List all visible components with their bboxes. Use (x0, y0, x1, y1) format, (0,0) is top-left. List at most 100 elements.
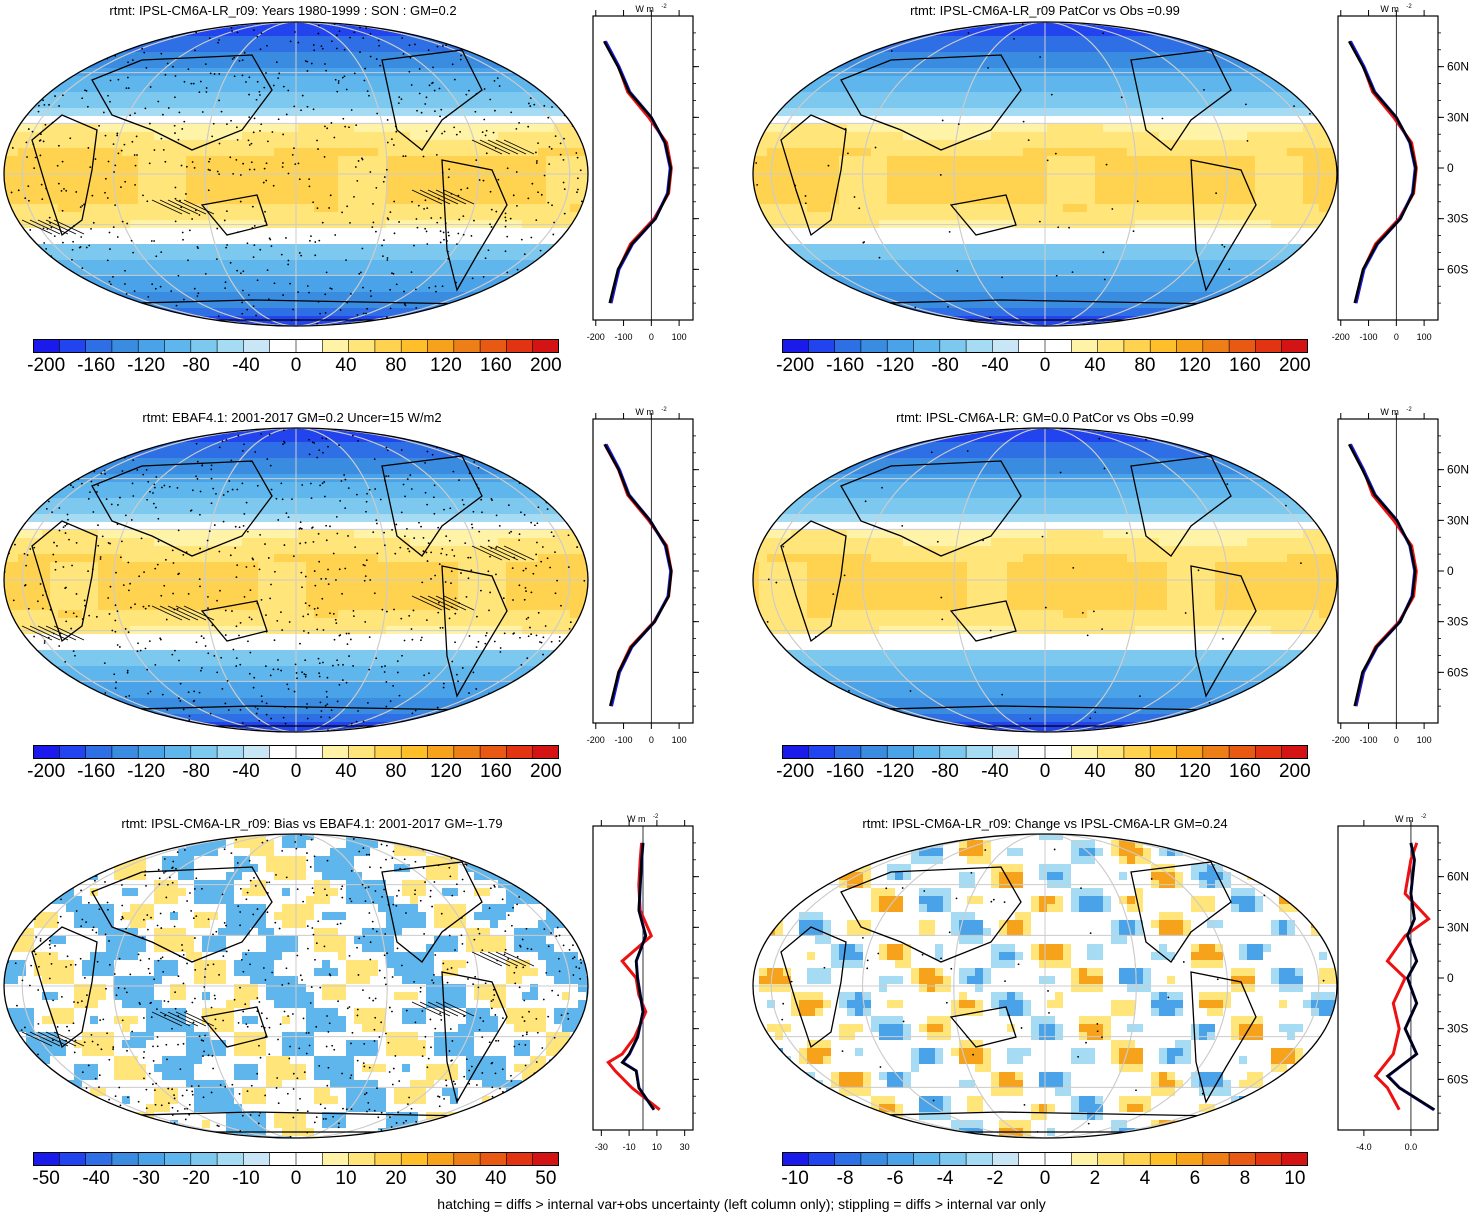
map-cell (863, 60, 872, 69)
stipple-dot (434, 285, 437, 288)
map-cell (1023, 36, 1032, 45)
map-cell (162, 196, 171, 205)
map-cell (50, 228, 59, 237)
map-cell (426, 60, 435, 69)
map-cell (378, 76, 387, 85)
map-cell (242, 22, 251, 29)
map-cell (450, 28, 459, 37)
stipple-dot (350, 292, 352, 295)
map-cell (146, 188, 155, 197)
map-cell (538, 164, 547, 173)
map-cell (1023, 116, 1032, 125)
map-cell (346, 100, 355, 109)
map-cell (34, 124, 43, 133)
map-cell (783, 22, 792, 29)
map-cell (330, 284, 339, 293)
map-cell (530, 284, 539, 293)
map-cell (90, 244, 99, 253)
map-cell (895, 116, 904, 125)
map-cell (154, 276, 163, 285)
map-cell (66, 22, 75, 29)
map-cell (1271, 36, 1280, 45)
map-cell (458, 316, 467, 325)
map-cell (58, 68, 67, 77)
map-cell (298, 116, 307, 125)
map-cell (170, 268, 179, 277)
map-cell (98, 260, 107, 269)
map-cell (895, 100, 904, 109)
map-cell (346, 228, 355, 237)
map-cell (855, 60, 864, 69)
map-cell (322, 228, 331, 237)
map-cell (18, 52, 27, 61)
map-cell (450, 132, 459, 141)
map-cell (514, 316, 523, 325)
map-cell (514, 172, 523, 181)
map-cell (839, 84, 848, 93)
map-cell (106, 252, 115, 261)
map-cell (162, 92, 171, 101)
map-cell (967, 124, 976, 133)
map-cell (306, 164, 315, 173)
map-cell (330, 292, 339, 301)
map-cell (490, 268, 499, 277)
map-cell (887, 92, 896, 101)
map-cell (170, 76, 179, 85)
map-cell (186, 172, 195, 181)
map-cell (130, 324, 139, 326)
map-cell (1023, 44, 1032, 53)
stipple-dot (356, 179, 359, 182)
stipple-dot (339, 309, 342, 311)
map-cell (194, 44, 203, 53)
map-cell (18, 76, 27, 85)
map-cell (759, 36, 768, 45)
map-cell (1247, 132, 1256, 141)
map-cell (442, 22, 451, 29)
map-cell (362, 52, 371, 61)
map-cell (1167, 76, 1176, 85)
map-cell (1135, 132, 1144, 141)
map-cell (186, 268, 195, 277)
map-cell (346, 260, 355, 269)
stipple-dot (121, 220, 124, 223)
map-cell (170, 116, 179, 125)
stipple-dot (336, 90, 339, 93)
stipple-dot (483, 118, 486, 121)
map-cell (306, 284, 315, 293)
map-cell (983, 100, 992, 109)
map-cell (178, 244, 187, 253)
map-cell (759, 108, 768, 117)
map-cell (935, 116, 944, 125)
map-cell (74, 156, 83, 165)
map-cell (823, 22, 832, 29)
map-cell (522, 100, 531, 109)
map-cell (346, 140, 355, 149)
map-cell (338, 148, 347, 157)
map-cell (895, 28, 904, 37)
map-cell (42, 228, 51, 237)
map-cell (402, 260, 411, 269)
map-cell (394, 84, 403, 93)
stipple-dot (530, 312, 533, 315)
map-cell (202, 204, 211, 213)
map-cell (775, 68, 784, 77)
map-cell (4, 172, 11, 181)
map-cell (202, 132, 211, 141)
map-cell (298, 180, 307, 189)
map-cell (282, 220, 291, 229)
map-cell (1223, 92, 1232, 101)
map-cell (1231, 44, 1240, 53)
map-cell (450, 268, 459, 277)
stipple-dot (174, 197, 177, 200)
map-cell (322, 284, 331, 293)
map-cell (354, 68, 363, 77)
map-cell (855, 36, 864, 45)
map-cell (402, 76, 411, 85)
stipple-dot (185, 165, 188, 168)
map-cell (959, 124, 968, 133)
stipple-dot (41, 86, 44, 89)
map-cell (1159, 100, 1168, 109)
map-cell (530, 68, 539, 77)
map-cell (767, 124, 776, 133)
stipple-dot (285, 113, 288, 116)
